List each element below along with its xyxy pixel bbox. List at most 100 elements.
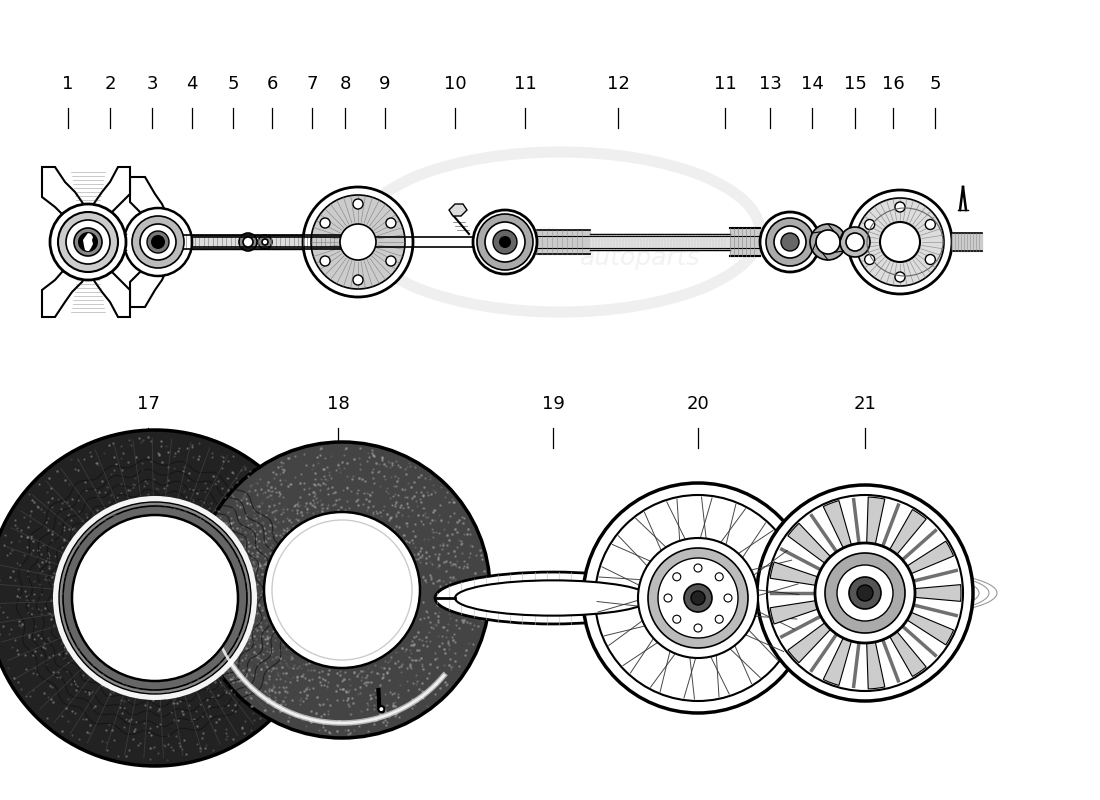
Text: 18: 18	[327, 395, 350, 413]
Ellipse shape	[673, 615, 681, 623]
Ellipse shape	[925, 219, 935, 230]
Ellipse shape	[815, 543, 915, 643]
Text: 20: 20	[686, 395, 710, 413]
Ellipse shape	[865, 254, 874, 265]
Ellipse shape	[0, 430, 323, 766]
Ellipse shape	[840, 227, 870, 257]
Ellipse shape	[638, 538, 758, 658]
Ellipse shape	[499, 236, 512, 248]
Ellipse shape	[493, 230, 517, 254]
Polygon shape	[770, 562, 817, 586]
Ellipse shape	[66, 220, 110, 264]
Ellipse shape	[239, 233, 257, 251]
Ellipse shape	[262, 239, 268, 245]
Ellipse shape	[353, 199, 363, 209]
Ellipse shape	[477, 214, 534, 270]
Polygon shape	[823, 638, 851, 686]
Polygon shape	[890, 510, 926, 554]
Polygon shape	[890, 631, 926, 677]
Ellipse shape	[72, 515, 238, 681]
Text: Officine: Officine	[538, 227, 582, 237]
Ellipse shape	[691, 591, 705, 605]
Ellipse shape	[664, 594, 672, 602]
Polygon shape	[770, 601, 817, 624]
Ellipse shape	[846, 233, 864, 251]
Polygon shape	[788, 523, 831, 563]
Ellipse shape	[837, 565, 893, 621]
Ellipse shape	[816, 230, 840, 254]
Ellipse shape	[63, 506, 248, 690]
Ellipse shape	[848, 190, 952, 294]
Text: 14: 14	[801, 75, 824, 93]
Polygon shape	[867, 497, 884, 544]
Ellipse shape	[378, 706, 384, 712]
Polygon shape	[823, 501, 851, 548]
Ellipse shape	[78, 232, 98, 252]
Ellipse shape	[583, 483, 813, 713]
Ellipse shape	[648, 548, 748, 648]
Text: 10: 10	[443, 75, 466, 93]
Ellipse shape	[865, 219, 874, 230]
Ellipse shape	[880, 222, 920, 262]
Ellipse shape	[353, 275, 363, 285]
Polygon shape	[42, 167, 130, 317]
Ellipse shape	[258, 235, 272, 249]
Ellipse shape	[320, 256, 330, 266]
Ellipse shape	[50, 204, 127, 280]
Ellipse shape	[386, 256, 396, 266]
Ellipse shape	[194, 442, 490, 738]
Ellipse shape	[856, 198, 944, 286]
Ellipse shape	[124, 208, 192, 276]
Ellipse shape	[825, 553, 905, 633]
Ellipse shape	[58, 212, 118, 272]
Ellipse shape	[595, 495, 801, 701]
Ellipse shape	[774, 226, 806, 258]
Text: autoparts: autoparts	[580, 246, 701, 270]
Polygon shape	[908, 541, 954, 574]
Ellipse shape	[386, 218, 396, 228]
Polygon shape	[82, 233, 94, 251]
Polygon shape	[130, 177, 170, 307]
Ellipse shape	[694, 564, 702, 572]
Ellipse shape	[760, 212, 820, 272]
Ellipse shape	[473, 210, 537, 274]
Ellipse shape	[53, 496, 257, 700]
Ellipse shape	[140, 224, 176, 260]
Ellipse shape	[147, 231, 169, 253]
Ellipse shape	[724, 594, 732, 602]
Ellipse shape	[715, 615, 723, 623]
Text: 9: 9	[379, 75, 390, 93]
Ellipse shape	[757, 485, 974, 701]
Ellipse shape	[311, 195, 405, 289]
Ellipse shape	[320, 218, 330, 228]
Ellipse shape	[694, 624, 702, 632]
Text: 5: 5	[228, 75, 239, 93]
Text: 2: 2	[104, 75, 116, 93]
Text: 11: 11	[714, 75, 736, 93]
Text: 15: 15	[844, 75, 867, 93]
Ellipse shape	[59, 502, 251, 694]
Ellipse shape	[895, 272, 905, 282]
Text: 16: 16	[881, 75, 904, 93]
Ellipse shape	[810, 224, 846, 260]
Ellipse shape	[455, 580, 651, 616]
Text: CROSS: CROSS	[248, 594, 373, 626]
Ellipse shape	[340, 224, 376, 260]
Ellipse shape	[849, 577, 881, 609]
Text: 1: 1	[63, 75, 74, 93]
Ellipse shape	[151, 235, 165, 249]
Polygon shape	[908, 612, 954, 645]
Text: 7: 7	[306, 75, 318, 93]
Ellipse shape	[781, 233, 799, 251]
Ellipse shape	[767, 495, 962, 691]
FancyBboxPatch shape	[172, 235, 348, 249]
Polygon shape	[867, 642, 884, 689]
Ellipse shape	[74, 228, 102, 256]
Text: 21: 21	[854, 395, 877, 413]
Ellipse shape	[857, 585, 873, 601]
Ellipse shape	[684, 584, 712, 612]
Ellipse shape	[434, 572, 671, 624]
Ellipse shape	[925, 254, 935, 265]
Text: 13: 13	[759, 75, 781, 93]
Text: 3: 3	[146, 75, 157, 93]
